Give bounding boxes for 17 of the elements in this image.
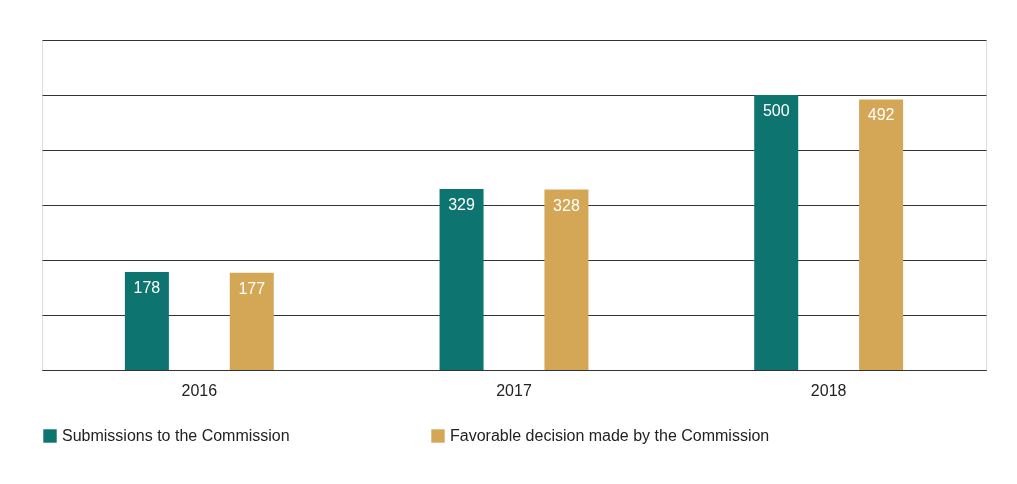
legend-label: Favorable decision made by the Commission bbox=[450, 427, 770, 444]
bar bbox=[124, 272, 169, 370]
x-tick-label: 2017 bbox=[496, 381, 532, 399]
data-label: 177 bbox=[238, 279, 266, 297]
data-label: 328 bbox=[553, 196, 580, 214]
data-label: 178 bbox=[133, 279, 161, 297]
data-label: 500 bbox=[762, 102, 790, 119]
bar bbox=[229, 272, 274, 370]
data-label: 492 bbox=[867, 106, 895, 124]
bar bbox=[544, 189, 589, 370]
x-tick-label: 2016 bbox=[181, 381, 218, 399]
legend-label: Submissions to the Commission bbox=[62, 427, 290, 444]
bar bbox=[439, 189, 484, 370]
bar bbox=[754, 95, 799, 370]
bar bbox=[859, 99, 904, 370]
data-label: 329 bbox=[448, 196, 475, 214]
x-tick-label: 2018 bbox=[810, 381, 847, 399]
